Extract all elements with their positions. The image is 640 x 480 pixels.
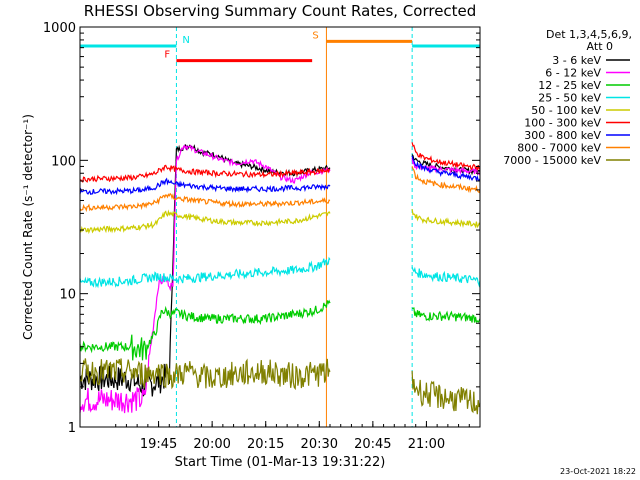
series-3-segment-1 xyxy=(411,266,481,288)
series-1-segment-0 xyxy=(79,144,331,414)
legend-label-6: 300 - 800 keV xyxy=(524,129,601,142)
series-0-segment-1 xyxy=(411,154,481,176)
x-tick-label-2: 20:15 xyxy=(247,437,284,452)
y-tick-label-2: 100 xyxy=(51,154,76,169)
y-axis-label: Corrected Count Rate (s⁻¹ detector⁻¹) xyxy=(21,114,35,340)
series-4-segment-0 xyxy=(79,209,331,235)
y-axis: 1 10 100 1000 xyxy=(43,21,480,436)
legend-header-attenuator: Att 0 xyxy=(587,40,613,53)
y-tick-label-3: 1000 xyxy=(43,21,76,36)
y-tick-label-1: 10 xyxy=(59,288,76,303)
legend-label-7: 800 - 7000 keV xyxy=(517,142,601,155)
series-5-segment-0 xyxy=(79,164,331,183)
series-8-segment-1 xyxy=(411,370,481,415)
plot-frame xyxy=(79,26,481,428)
x-axis: 19:45 20:00 20:15 20:30 20:45 21:00 xyxy=(115,421,470,452)
y-tick-label-0: 1 xyxy=(68,421,76,436)
x-tick-label-3: 20:30 xyxy=(301,437,338,452)
flag-label-S: S xyxy=(312,30,318,41)
legend-label-1: 6 - 12 keV xyxy=(545,67,601,80)
x-tick-label-5: 21:00 xyxy=(408,437,445,452)
series-3-segment-0 xyxy=(79,256,331,289)
x-tick-label-0: 19:45 xyxy=(140,437,177,452)
legend-label-5: 100 - 300 keV xyxy=(524,117,601,130)
legend-header-detectors: Det 1,3,4,5,6,9, xyxy=(546,28,632,41)
flag-label-N: N xyxy=(182,35,189,46)
series-6-segment-1 xyxy=(411,155,481,183)
x-tick-label-1: 20:00 xyxy=(193,437,230,452)
legend-label-4: 50 - 100 keV xyxy=(531,104,601,117)
plot-area: N F S xyxy=(79,27,481,427)
footer-date: 23-Oct-2021 18:22 xyxy=(560,467,636,476)
x-tick-label-4: 20:45 xyxy=(354,437,391,452)
legend-label-8: 7000 - 15000 keV xyxy=(503,154,601,167)
legend-label-0: 3 - 6 keV xyxy=(552,54,601,67)
series-6-segment-0 xyxy=(79,177,331,196)
flag-label-F: F xyxy=(164,50,170,61)
legend-label-2: 12 - 25 keV xyxy=(538,79,601,92)
series-5-segment-1 xyxy=(411,142,481,171)
series-4-segment-1 xyxy=(411,209,481,229)
series-2-segment-1 xyxy=(412,307,481,324)
series-7-segment-1 xyxy=(411,166,481,194)
series-8-segment-0 xyxy=(79,358,331,391)
series-2-segment-0 xyxy=(79,299,331,361)
series-7-segment-0 xyxy=(79,192,331,213)
chart-title: RHESSI Observing Summary Count Rates, Co… xyxy=(84,2,477,20)
legend-label-3: 25 - 50 keV xyxy=(538,92,601,105)
x-axis-label: Start Time (01-Mar-13 19:31:22) xyxy=(175,455,386,470)
